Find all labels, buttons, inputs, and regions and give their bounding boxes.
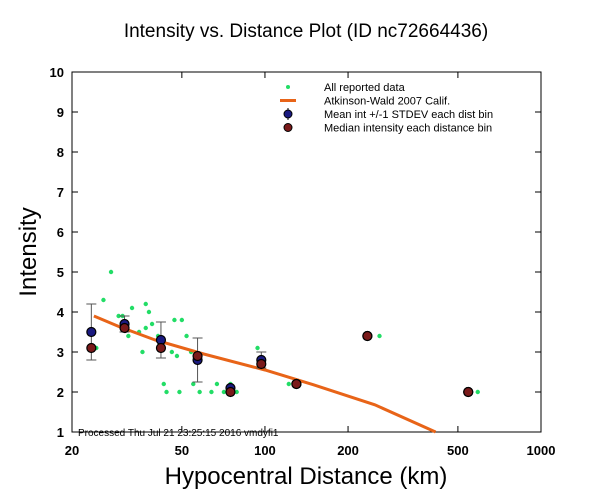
x-tick-label: 100 — [254, 443, 276, 458]
reported-point — [126, 333, 131, 339]
legend-red-circle-icon — [283, 123, 293, 132]
median-point — [291, 378, 302, 390]
processed-annotation: Processed Thu Jul 21 23:25:15 2016 vmdyf… — [78, 428, 279, 439]
y-tick-label: 2 — [57, 385, 64, 400]
median-point — [155, 342, 167, 354]
x-tick-label: 200 — [337, 443, 359, 458]
x-tick-label: 50 — [175, 443, 189, 458]
reported-point — [221, 389, 227, 395]
reported-point — [169, 349, 175, 355]
reported-point — [209, 389, 214, 395]
legend-label: Median intensity each distance bin — [324, 123, 492, 135]
reported-point — [197, 389, 202, 395]
x-ticks: 20 50 100 200 500 1000 — [65, 72, 556, 458]
median-point — [119, 322, 130, 334]
reported-point — [177, 389, 182, 395]
reported-point — [286, 381, 291, 387]
reported-point — [475, 389, 480, 395]
median-point — [225, 386, 236, 398]
median-point — [86, 342, 97, 354]
x-tick-label: 1000 — [527, 443, 556, 458]
chart-title: Intensity vs. Distance Plot (ID nc726644… — [124, 21, 488, 42]
reported-point — [116, 313, 121, 319]
axes — [71, 71, 542, 433]
median-point — [362, 330, 373, 342]
reported-point — [214, 381, 220, 387]
y-ticks: 1 2 3 4 5 6 7 8 9 10 — [50, 65, 541, 440]
model-curve-series — [93, 314, 437, 434]
reported-point — [191, 381, 196, 387]
y-tick-label: 1 — [57, 425, 64, 440]
y-tick-label: 3 — [57, 345, 64, 360]
y-tick-label: 9 — [57, 105, 64, 120]
reported-point — [149, 321, 155, 327]
reported-point — [377, 333, 382, 339]
legend-label: Mean int +/-1 STDEV each dist bin — [324, 109, 493, 121]
legend-blue-circle-icon — [283, 109, 293, 119]
median-point — [463, 386, 474, 398]
legend-green-dot-icon — [286, 85, 290, 89]
median-point — [192, 350, 203, 362]
y-tick-label: 8 — [57, 145, 64, 160]
reported-point — [108, 269, 114, 275]
reported-point — [129, 305, 135, 311]
reported-point — [172, 317, 177, 323]
reported-point — [184, 333, 189, 339]
y-tick-label: 7 — [57, 185, 64, 200]
mean-point — [86, 326, 97, 338]
reported-point — [174, 353, 180, 359]
reported-point — [161, 381, 166, 387]
plot-frame — [71, 71, 542, 433]
y-tick-label: 5 — [57, 265, 64, 280]
legend: All reported data Atkinson-Wald 2007 Cali… — [280, 82, 493, 135]
x-axis-label: Hypocentral Distance (km) — [165, 463, 448, 490]
y-tick-label: 6 — [57, 225, 64, 240]
x-tick-label: 20 — [65, 443, 79, 458]
model-line — [93, 314, 437, 434]
reported-point — [234, 389, 239, 395]
reported-point — [164, 389, 169, 395]
legend-label: Atkinson-Wald 2007 Calif. — [324, 96, 450, 108]
reported-point — [146, 309, 152, 315]
mean-series — [86, 303, 474, 398]
median-series — [86, 322, 474, 398]
reported-point — [179, 317, 185, 323]
median-point — [256, 358, 267, 370]
reported-point — [255, 345, 260, 351]
legend-label: All reported data — [324, 82, 406, 94]
y-tick-label: 10 — [50, 65, 64, 80]
y-axis-label: Intensity — [15, 207, 42, 296]
reported-point — [143, 301, 148, 307]
x-tick-label: 500 — [447, 443, 469, 458]
reported-point — [143, 325, 148, 331]
reported-point — [140, 349, 145, 355]
y-tick-label: 4 — [57, 305, 65, 320]
reported-point — [101, 297, 106, 303]
